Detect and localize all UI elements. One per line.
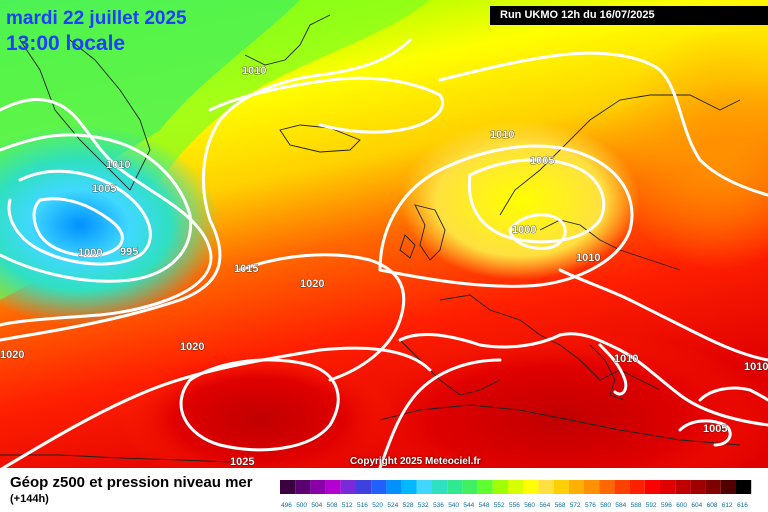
color-scale-label: 616 — [737, 502, 748, 509]
color-scale-label: 516 — [357, 502, 368, 509]
isobar-label: 1005 — [92, 183, 116, 195]
forecast-lead-time: (+144h) — [10, 493, 49, 505]
color-scale-swatch — [477, 480, 493, 494]
color-scale-swatch — [508, 480, 524, 494]
isobar-label: 1010 — [490, 129, 514, 141]
color-scale-label: 500 — [296, 502, 307, 509]
color-scale-label: 552 — [494, 502, 505, 509]
color-scale-swatch — [340, 480, 356, 494]
color-scale-label: 604 — [691, 502, 702, 509]
color-scale-swatch — [736, 480, 752, 494]
color-scale-swatch — [553, 480, 569, 494]
isobar-label: 1010 — [614, 353, 638, 365]
color-scale-swatch — [720, 480, 736, 494]
color-scale-swatch — [644, 480, 660, 494]
color-scale-label: 592 — [646, 502, 657, 509]
isobars — [0, 38, 768, 468]
color-scale-label: 596 — [661, 502, 672, 509]
color-scale-label: 584 — [615, 502, 626, 509]
color-scale-swatch — [629, 480, 645, 494]
color-scale-label: 560 — [524, 502, 535, 509]
model-run-label: Run UKMO 12h du 16/07/2025 — [490, 6, 768, 25]
mediterranean-warm-core — [340, 330, 768, 468]
color-scale-label: 532 — [418, 502, 429, 509]
color-scale-swatch — [310, 480, 326, 494]
color-scale-swatch — [325, 480, 341, 494]
color-scale-swatch — [675, 480, 691, 494]
color-scale-swatch — [416, 480, 432, 494]
isobar-label: 1000 — [512, 224, 536, 236]
isobar-label: 1020 — [300, 278, 324, 290]
color-scale-swatch — [538, 480, 554, 494]
legend-title: Géop z500 et pression niveau mer — [10, 474, 253, 491]
color-scale-label: 544 — [463, 502, 474, 509]
color-scale-swatch — [599, 480, 615, 494]
isobar-labels: 1010 1010 1005 1000 995 1015 1020 1020 1… — [0, 65, 768, 468]
isobar-label: 1005 — [530, 155, 554, 167]
color-scale-label: 540 — [448, 502, 459, 509]
isobar-label: 1020 — [180, 341, 204, 353]
isobar-label: 1025 — [230, 456, 254, 468]
color-scale-swatch — [690, 480, 706, 494]
color-scale-label: 556 — [509, 502, 520, 509]
color-scale-swatch — [523, 480, 539, 494]
coastlines — [0, 14, 741, 463]
color-scale-swatch — [660, 480, 676, 494]
isobar-label: 995 — [120, 246, 138, 258]
isobar-label: 1010 — [744, 361, 768, 373]
color-scale-swatch — [401, 480, 417, 494]
color-scale-label: 576 — [585, 502, 596, 509]
color-scale-label: 524 — [387, 502, 398, 509]
color-scale-swatch — [492, 480, 508, 494]
color-scale-swatch — [295, 480, 311, 494]
color-scale-label: 568 — [555, 502, 566, 509]
color-scale-swatch — [280, 480, 296, 494]
color-scale-label: 608 — [707, 502, 718, 509]
isobar-label: 1010 — [576, 252, 600, 264]
isobar-label: 1000 — [78, 247, 102, 259]
color-scale-swatch — [705, 480, 721, 494]
color-scale-label: 512 — [342, 502, 353, 509]
color-scale-label: 504 — [311, 502, 322, 509]
color-scale-swatch — [386, 480, 402, 494]
color-scale-swatch — [568, 480, 584, 494]
color-scale-swatch — [447, 480, 463, 494]
copyright: Copyright 2025 Meteociel.fr — [350, 456, 481, 467]
color-scale-label: 564 — [539, 502, 550, 509]
isobar-label: 1005 — [703, 423, 727, 435]
color-scale-label: 580 — [600, 502, 611, 509]
color-scale-label: 612 — [722, 502, 733, 509]
isobar-label: 1010 — [106, 159, 130, 171]
color-scale-swatch — [462, 480, 478, 494]
color-scale-swatch — [356, 480, 372, 494]
forecast-time: 13:00 locale — [6, 32, 126, 55]
forecast-date: mardi 22 juillet 2025 — [6, 8, 187, 29]
color-scale-swatch — [371, 480, 387, 494]
color-scale-label: 548 — [479, 502, 490, 509]
isobar-label: 1010 — [242, 65, 266, 77]
color-scale-label: 572 — [570, 502, 581, 509]
color-scale: 496 500 504 508 512 516 520 524 528 532 536 540 544 5… — [280, 480, 752, 509]
weather-map: 1010 1010 1005 1000 995 1015 1020 1020 1… — [0, 0, 768, 468]
east-warm-area — [610, 30, 768, 270]
isobar-label: 1020 — [0, 349, 24, 361]
color-scale-label: 508 — [327, 502, 338, 509]
color-scale-label: 520 — [372, 502, 383, 509]
color-scale-swatch — [584, 480, 600, 494]
color-scale-label: 536 — [433, 502, 444, 509]
color-scale-swatch — [432, 480, 448, 494]
color-scale-label: 588 — [631, 502, 642, 509]
color-scale-label: 496 — [281, 502, 292, 509]
isobar-label: 1015 — [234, 263, 258, 275]
color-scale-label: 528 — [403, 502, 414, 509]
color-scale-label: 600 — [676, 502, 687, 509]
color-scale-swatch — [614, 480, 630, 494]
